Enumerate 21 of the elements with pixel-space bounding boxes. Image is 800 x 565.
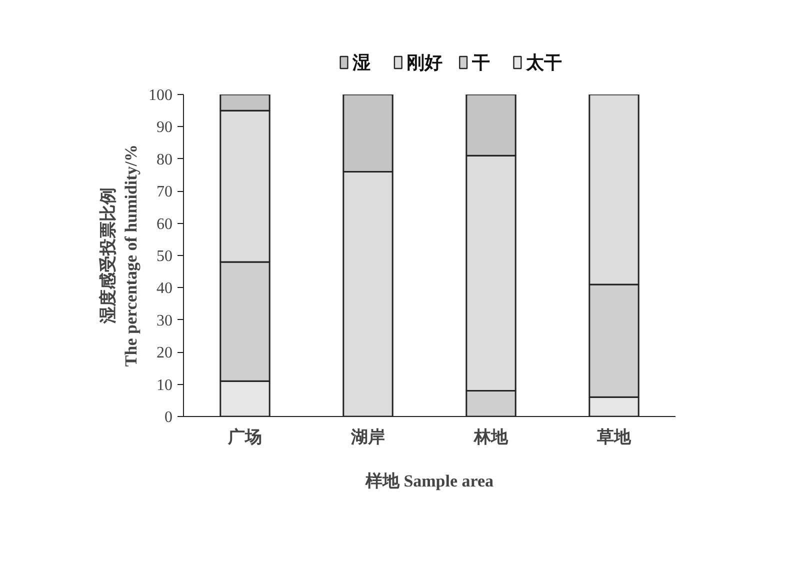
y-tick-label: 60	[156, 216, 172, 233]
y-tick-label: 70	[156, 184, 172, 201]
legend-label: 太干	[525, 52, 562, 72]
y-tick-label: 90	[156, 119, 172, 136]
y-tick-label: 40	[156, 280, 172, 298]
x-tick-label: 草地	[596, 428, 632, 446]
x-axis-title: 样地 Sample area	[364, 472, 494, 490]
x-tick-label: 林地	[473, 428, 509, 446]
y-tick-label: 10	[156, 376, 172, 394]
y-tick-label: 80	[156, 151, 172, 168]
x-tick-label: 广场	[227, 428, 262, 446]
y-tick-label: 30	[156, 312, 172, 330]
y-tick-label: 100	[148, 87, 172, 104]
y-tick-label: 50	[156, 248, 172, 265]
y-tick-label: 0	[164, 409, 172, 426]
y-tick-label: 20	[156, 344, 172, 362]
legend-label: 刚好	[406, 52, 443, 72]
legend-label: 湿	[352, 52, 371, 72]
x-tick-label: 湖岸	[350, 428, 385, 446]
y-axis-title: 湿度感受投票比例 The percentage of humidity/%	[98, 144, 140, 367]
legend-label: 干	[470, 52, 490, 72]
